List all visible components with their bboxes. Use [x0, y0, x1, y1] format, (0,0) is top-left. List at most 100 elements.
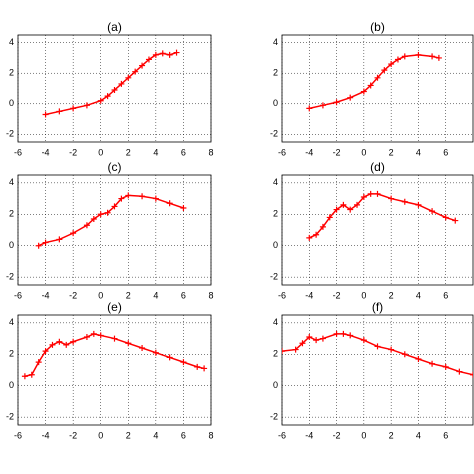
data-point [42, 239, 49, 246]
data-point [63, 341, 70, 348]
x-tick-label: 2 [389, 147, 394, 157]
data-point [306, 234, 313, 241]
plot-marks [282, 330, 473, 378]
data-point [429, 208, 436, 215]
data-point [70, 230, 77, 237]
x-tick-label: 6 [181, 290, 186, 300]
plot-marks [35, 192, 187, 249]
x-tick-label: 4 [153, 147, 158, 157]
data-point [166, 354, 173, 361]
data-point [35, 242, 42, 249]
data-point [83, 102, 90, 109]
x-tick-label: 2 [126, 147, 131, 157]
data-point [166, 51, 173, 58]
data-point [381, 67, 388, 74]
subplot: (d) -6 -4 -2 0 2 4 6 -2 0 2 4 [270, 160, 474, 300]
data-point [118, 195, 125, 202]
chart-title: (a) [107, 20, 122, 34]
chart-title: (e) [107, 300, 122, 314]
x-tick-label: 0 [361, 430, 366, 440]
data-point [111, 335, 118, 342]
x-tick-label: -2 [69, 290, 77, 300]
data-point [56, 108, 63, 115]
data-point [166, 200, 173, 207]
data-point [374, 343, 381, 350]
x-tick-label: 6 [443, 147, 448, 157]
data-point [401, 53, 408, 60]
data-point [49, 341, 56, 348]
data-point [340, 201, 347, 208]
data-point [180, 205, 187, 211]
x-tick-label: 4 [153, 430, 158, 440]
data-point [282, 348, 285, 355]
chart-title: (b) [370, 20, 385, 34]
data-point [442, 363, 449, 370]
plot-marks [306, 190, 459, 241]
x-tick-label: -4 [42, 430, 50, 440]
data-point [139, 62, 146, 69]
x-tick-label: 0 [361, 290, 366, 300]
data-point [435, 54, 442, 61]
y-tick-label: 2 [9, 349, 14, 359]
y-tick-label: 2 [273, 68, 278, 78]
y-tick-label: 0 [273, 240, 278, 250]
data-point [194, 363, 201, 370]
x-tick-label: -6 [278, 147, 286, 157]
data-point [118, 80, 125, 87]
x-tick-label: 6 [443, 430, 448, 440]
data-point [388, 195, 395, 202]
data-point [139, 345, 146, 351]
x-tick-label: -4 [305, 290, 313, 300]
data-point [333, 206, 340, 213]
chart-title: (d) [370, 160, 385, 174]
data-point [125, 74, 132, 81]
subplot: (a) -6 -4 -2 0 2 4 6 8 -2 0 2 4 [6, 20, 214, 157]
data-point [139, 193, 146, 200]
data-point [347, 206, 354, 213]
subplot: (e) -6 -4 -2 0 2 4 6 8 -2 0 2 4 [6, 300, 214, 440]
x-tick-label: 2 [389, 430, 394, 440]
data-point [201, 365, 208, 372]
x-tick-label: -2 [333, 290, 341, 300]
data-point [394, 56, 401, 63]
y-tick-label: 4 [273, 177, 278, 187]
data-point [125, 192, 132, 199]
plot-marks [306, 51, 442, 112]
data-point [152, 51, 159, 58]
x-tick-label: 0 [98, 290, 103, 300]
x-tick-label: -2 [333, 430, 341, 440]
x-tick-label: 6 [443, 290, 448, 300]
x-tick-label: -6 [278, 430, 286, 440]
data-point [333, 330, 340, 337]
data-point [104, 93, 111, 100]
data-point [442, 214, 449, 221]
x-tick-label: 4 [416, 430, 421, 440]
subplot: (c) -6 -4 -2 0 2 4 6 8 -2 0 2 4 [6, 160, 214, 300]
data-point [415, 356, 422, 362]
x-tick-label: 8 [208, 147, 213, 157]
x-tick-label: 8 [208, 430, 213, 440]
x-tick-label: 0 [98, 430, 103, 440]
y-tick-label: 4 [273, 37, 278, 47]
x-tick-label: -2 [69, 147, 77, 157]
x-tick-label: -4 [42, 147, 50, 157]
data-point [360, 194, 367, 200]
data-point [21, 373, 28, 380]
data-point [347, 94, 354, 101]
data-point [319, 223, 326, 230]
x-tick-label: -2 [333, 147, 341, 157]
data-point [180, 359, 187, 366]
x-tick-label: 0 [361, 147, 366, 157]
plot-marks [21, 330, 208, 380]
y-tick-label: 4 [273, 317, 278, 327]
data-point [97, 332, 104, 339]
data-point [70, 338, 77, 345]
x-tick-label: -6 [14, 147, 22, 157]
data-point [173, 49, 180, 56]
data-point [313, 231, 320, 238]
data-point [132, 68, 139, 75]
data-point [56, 236, 63, 243]
y-tick-label: 4 [9, 317, 14, 327]
data-point [401, 198, 408, 205]
y-tick-label: 0 [9, 240, 14, 250]
